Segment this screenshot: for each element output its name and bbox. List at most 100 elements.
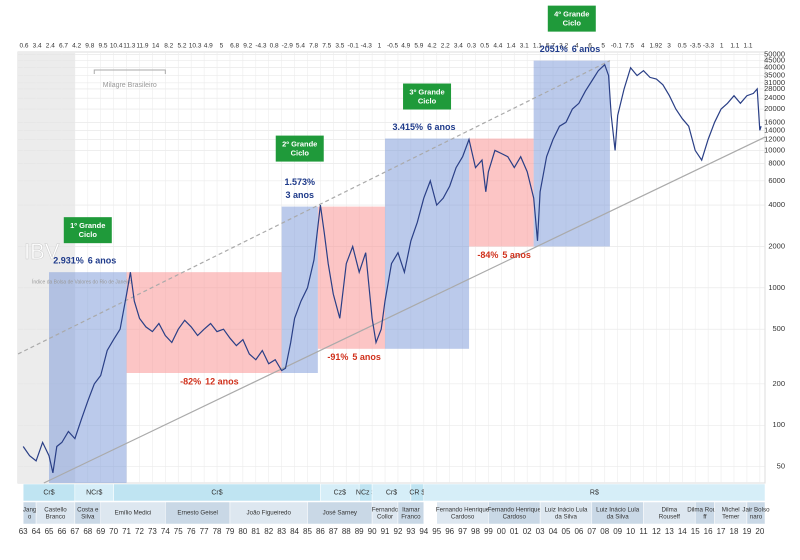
gdp-label: 5.7 <box>546 43 555 50</box>
cycle-badge <box>547 5 596 32</box>
cycle-duration: 6 anos <box>572 44 601 54</box>
cycle-gain: 2051% <box>540 44 568 54</box>
cycle-box <box>281 206 318 373</box>
x-tick-label: 79 <box>225 527 234 536</box>
x-tick-label: 69 <box>96 527 105 536</box>
president-label: Itamar Franco <box>401 506 421 520</box>
gdp-label: 9.5 <box>98 43 107 50</box>
cycle-label: 4º Grande Ciclo <box>554 10 589 28</box>
decline-duration: 12 anos <box>205 376 239 386</box>
cycle-label: 3º Grande Ciclo <box>409 88 444 106</box>
x-tick-label: 75 <box>174 527 183 536</box>
x-tick-label: 89 <box>355 527 364 536</box>
y-tick-label: 40000 <box>764 63 785 72</box>
y-tick-label: 4000 <box>768 200 785 209</box>
cycle-badge <box>403 83 452 110</box>
trend-line <box>43 136 766 484</box>
x-tick-label: 08 <box>600 527 609 536</box>
x-tick-label: 81 <box>251 527 260 536</box>
president-label: Fernando Collor <box>372 506 399 520</box>
x-tick-label: 72 <box>135 527 144 536</box>
x-tick-label: 03 <box>536 527 545 536</box>
x-tick-label: 05 <box>562 527 571 536</box>
x-tick-label: 96 <box>445 527 454 536</box>
gdp-label: 1.4 <box>507 43 516 50</box>
gdp-label: 5 <box>220 43 224 50</box>
gdp-label: 5.9 <box>414 43 423 50</box>
x-tick-label: 97 <box>458 527 467 536</box>
gdp-label: 2.2 <box>441 43 450 50</box>
x-tick-label: 19 <box>742 527 751 536</box>
x-tick-label: 70 <box>109 527 118 536</box>
x-tick-label: 04 <box>549 527 558 536</box>
currency-label: NCr$ <box>86 489 102 496</box>
x-tick-label: 11 <box>639 527 648 536</box>
gdp-label: 9.2 <box>243 43 252 50</box>
gdp-label: 4 <box>641 43 645 50</box>
gdp-label: 6.7 <box>59 43 68 50</box>
gdp-label: 3 <box>667 43 671 50</box>
currency-label: Cr$ <box>386 489 397 496</box>
x-tick-label: 93 <box>406 527 415 536</box>
gdp-label: 1 <box>378 43 382 50</box>
gdp-label: 0.8 <box>270 43 279 50</box>
x-tick-label: 66 <box>57 527 66 536</box>
x-tick-label: 18 <box>730 527 739 536</box>
gdp-label: 0.5 <box>480 43 489 50</box>
x-tick-label: 06 <box>574 527 583 536</box>
y-tick-label: 200 <box>772 379 785 388</box>
gdp-label: 6 <box>588 43 592 50</box>
x-tick-label: 91 <box>381 527 390 536</box>
decline-box <box>469 138 534 247</box>
gdp-label: 1.1 <box>743 43 752 50</box>
trend-line <box>17 60 611 355</box>
gdp-label: 14 <box>152 43 160 50</box>
currency-label: Cr$ <box>43 489 54 496</box>
y-tick-label: 35000 <box>764 71 785 80</box>
decline-box <box>126 272 282 373</box>
president-label: Jair Bolso naro <box>742 506 770 520</box>
president-label: Jang o <box>23 506 37 520</box>
cycle-box <box>49 272 127 483</box>
x-tick-label: 85 <box>303 527 312 536</box>
decline-change: -91% <box>327 352 348 362</box>
gdp-label: 0.3 <box>467 43 476 50</box>
x-tick-label: 20 <box>755 527 764 536</box>
gdp-label: 5.2 <box>177 43 186 50</box>
gdp-label: 0.5 <box>678 43 687 50</box>
gdp-label: 1.92 <box>650 43 663 50</box>
cycle-label: 2º Grande Ciclo <box>282 140 317 158</box>
x-tick-label: 77 <box>200 527 209 536</box>
x-tick-label: 14 <box>678 527 687 536</box>
cycle-gain: 3.415% <box>393 122 424 132</box>
x-tick-label: 68 <box>83 527 92 536</box>
cycle-duration: 6 anos <box>427 122 456 132</box>
gdp-label: 5 <box>601 43 605 50</box>
y-tick-label: 10000 <box>764 145 785 154</box>
x-tick-label: 00 <box>497 527 506 536</box>
x-tick-label: 02 <box>523 527 532 536</box>
milagre-label: Milagre Brasileiro <box>103 82 157 89</box>
x-tick-label: 07 <box>587 527 596 536</box>
y-tick-label: 28000 <box>764 84 785 93</box>
gdp-label: 1.1 <box>730 43 739 50</box>
gdp-label: 0.6 <box>19 43 28 50</box>
y-tick-label: 14000 <box>764 125 785 134</box>
gdp-label: 4.9 <box>204 43 213 50</box>
x-tick-label: 82 <box>264 527 273 536</box>
currency-cell <box>423 483 766 502</box>
gdp-label: -0.1 <box>347 43 359 50</box>
gdp-label: 7.5 <box>322 43 331 50</box>
y-tick-label: 50 <box>777 462 785 471</box>
x-tick-label: 65 <box>45 527 54 536</box>
index-description: Índice da Bolsa de Valores do Rio de Jan… <box>32 278 132 285</box>
gdp-label: 5.4 <box>296 43 305 50</box>
gdp-label: -3.3 <box>703 43 715 50</box>
gdp-label: 4.4 <box>493 43 502 50</box>
y-tick-label: 100 <box>772 420 785 429</box>
gdp-label: 1 <box>720 43 724 50</box>
x-tick-label: 86 <box>316 527 325 536</box>
president-cell <box>746 501 766 525</box>
gdp-label: -3.5 <box>690 43 702 50</box>
